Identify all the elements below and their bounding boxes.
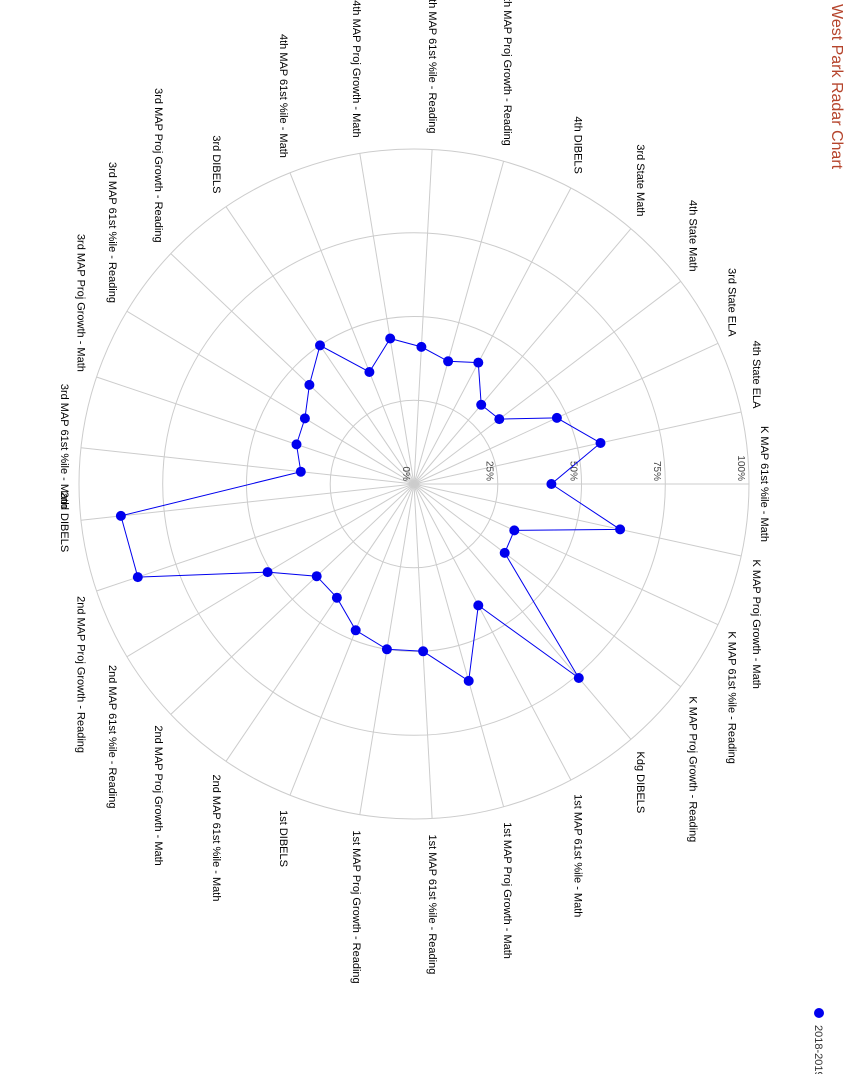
radial-tick-label: 100% bbox=[735, 455, 746, 481]
spoke bbox=[289, 483, 415, 796]
category-label: K MAP 61st %ile - Math bbox=[758, 426, 770, 542]
category-label: 4th MAP Proj Growth - Reading bbox=[501, 0, 513, 146]
legend-marker bbox=[814, 1008, 824, 1018]
spoke bbox=[126, 310, 415, 485]
spoke bbox=[413, 483, 572, 781]
spoke bbox=[413, 411, 742, 485]
data-point[interactable] bbox=[494, 414, 505, 425]
category-label: 1st DIBELS bbox=[277, 810, 289, 867]
series-line bbox=[120, 337, 622, 682]
data-point[interactable] bbox=[311, 571, 322, 582]
radial-tick-label: 25% bbox=[484, 461, 495, 481]
spoke bbox=[413, 483, 505, 807]
data-point[interactable] bbox=[499, 547, 510, 558]
category-label: 4th MAP 61st %ile - Reading bbox=[426, 0, 438, 134]
data-point[interactable] bbox=[291, 439, 302, 450]
spoke bbox=[80, 483, 415, 521]
data-point[interactable] bbox=[463, 675, 474, 686]
radial-tick-labels: 0% 25% 50% 75% 100% bbox=[400, 455, 746, 481]
category-labels: K MAP 61st %ile - Math K MAP Proj Growth … bbox=[58, 0, 770, 984]
chart-title: West Park Radar Chart bbox=[828, 4, 845, 170]
spoke bbox=[413, 228, 632, 485]
data-point[interactable] bbox=[416, 341, 427, 352]
spoke bbox=[225, 483, 415, 762]
spoke bbox=[96, 483, 415, 592]
category-label: 1st MAP Proj Growth - Math bbox=[501, 822, 513, 959]
spoke bbox=[170, 483, 415, 715]
category-label: 4th MAP 61st %ile - Math bbox=[277, 34, 289, 158]
spoke bbox=[413, 187, 572, 485]
data-point[interactable] bbox=[262, 567, 273, 578]
data-point[interactable] bbox=[115, 510, 126, 521]
data-point[interactable] bbox=[573, 673, 584, 683]
data-point[interactable] bbox=[476, 399, 487, 410]
spoke bbox=[96, 376, 415, 485]
category-label: 1st MAP Proj Growth - Reading bbox=[350, 830, 362, 983]
category-label: 3rd MAP 61st %ile - Math bbox=[58, 384, 70, 509]
data-point[interactable] bbox=[295, 466, 306, 477]
category-label: 3rd MAP Proj Growth - Reading bbox=[152, 88, 164, 242]
spokes-layer bbox=[80, 149, 749, 819]
spoke bbox=[413, 483, 719, 626]
category-label: 4th State Math bbox=[686, 200, 698, 272]
category-label: Kdg DIBELS bbox=[634, 752, 646, 814]
spoke bbox=[413, 280, 682, 485]
radial-tick-label: 0% bbox=[400, 467, 411, 482]
data-point[interactable] bbox=[615, 524, 626, 535]
spoke bbox=[170, 253, 415, 485]
category-label: K MAP 61st %ile - Reading bbox=[726, 631, 738, 763]
data-point[interactable] bbox=[331, 592, 342, 603]
data-point[interactable] bbox=[473, 600, 484, 611]
data-point[interactable] bbox=[315, 340, 325, 351]
category-label: 3rd DIBELS bbox=[210, 135, 222, 193]
radial-tick-label: 75% bbox=[651, 461, 662, 481]
category-label: 4th State ELA bbox=[750, 341, 762, 410]
data-point[interactable] bbox=[381, 644, 392, 655]
spoke bbox=[413, 161, 505, 485]
category-label: 4th DIBELS bbox=[571, 116, 583, 173]
category-label: 3rd State ELA bbox=[726, 268, 738, 337]
data-point[interactable] bbox=[304, 379, 315, 390]
category-label: 3rd MAP Proj Growth - Math bbox=[74, 234, 86, 372]
category-label: 3rd State Math bbox=[634, 144, 646, 216]
data-point[interactable] bbox=[364, 367, 375, 377]
data-point[interactable] bbox=[546, 479, 557, 489]
spoke bbox=[413, 483, 682, 688]
category-label: 2nd MAP 61st %ile - Math bbox=[210, 775, 222, 902]
legend-label: 2018-2019 bbox=[812, 1025, 824, 1074]
data-point[interactable] bbox=[385, 333, 396, 344]
data-point[interactable] bbox=[551, 412, 562, 423]
data-point[interactable] bbox=[595, 438, 606, 448]
spoke bbox=[80, 447, 415, 485]
data-point[interactable] bbox=[443, 356, 454, 367]
category-label: 2nd MAP Proj Growth - Reading bbox=[74, 596, 86, 753]
spoke bbox=[413, 149, 433, 485]
data-point[interactable] bbox=[132, 572, 143, 583]
category-label: 3rd MAP 61st %ile - Reading bbox=[106, 162, 118, 303]
spoke bbox=[413, 483, 742, 557]
radial-tick-label: 50% bbox=[568, 461, 579, 481]
spoke bbox=[359, 153, 415, 485]
category-label: 4th MAP Proj Growth - Math bbox=[350, 0, 362, 137]
category-label: K MAP Proj Growth - Math bbox=[750, 560, 762, 689]
spoke bbox=[413, 342, 719, 485]
spoke bbox=[289, 172, 415, 485]
data-point[interactable] bbox=[473, 357, 484, 368]
data-point[interactable] bbox=[509, 525, 520, 536]
data-point[interactable] bbox=[418, 646, 429, 657]
category-label: 1st MAP 61st %ile - Reading bbox=[426, 835, 438, 975]
category-label: 2nd MAP Proj Growth - Math bbox=[152, 725, 164, 865]
category-label: 2nd DIBELS bbox=[58, 492, 70, 553]
series-layer bbox=[115, 333, 626, 686]
data-point[interactable] bbox=[299, 413, 310, 424]
spoke bbox=[413, 483, 632, 740]
category-label: K MAP Proj Growth - Reading bbox=[686, 696, 698, 842]
category-label: 2nd MAP 61st %ile - Reading bbox=[106, 665, 118, 809]
legend[interactable]: 2018-2019 bbox=[812, 1008, 824, 1078]
category-label: 1st MAP 61st %ile - Math bbox=[571, 794, 583, 917]
data-point[interactable] bbox=[350, 625, 361, 636]
